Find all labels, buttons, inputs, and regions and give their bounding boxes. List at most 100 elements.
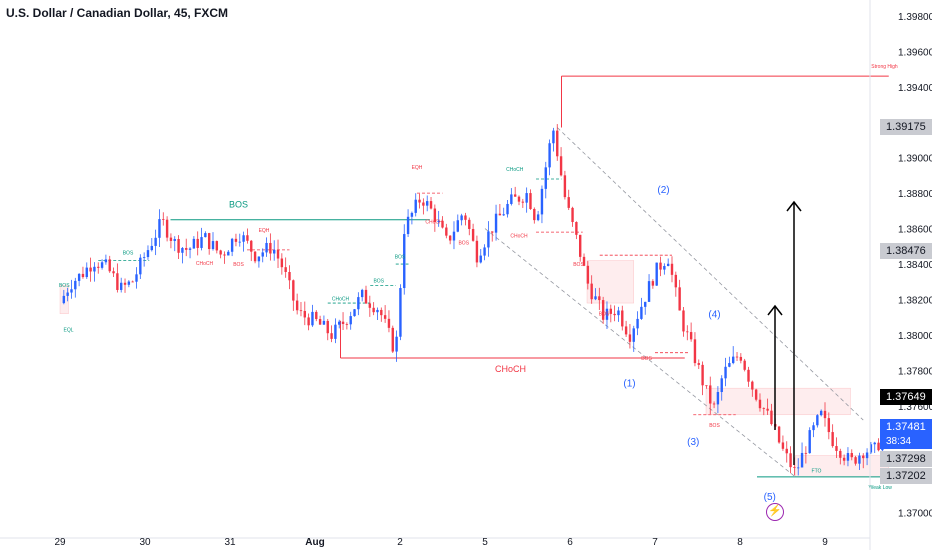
annotations-layer: BOS CHoCH Strong High Weak Low BOS CHoCH BOS EQ… [59, 64, 898, 503]
candle-body [877, 442, 880, 451]
candle-body [315, 311, 318, 320]
candle-body [74, 280, 77, 290]
chart-title: U.S. Dollar / Canadian Dollar, 45, FXCM [6, 6, 229, 20]
candle-body [307, 317, 310, 326]
structure-label: EQH [259, 228, 270, 234]
supply-zone [705, 387, 851, 416]
candle-body [732, 356, 735, 364]
candle-body [624, 326, 628, 335]
candle-body [613, 313, 616, 316]
candle-body [869, 444, 873, 453]
candle-body [192, 238, 196, 249]
candle-body [709, 385, 712, 404]
candle-body [85, 267, 88, 278]
candle-body [345, 324, 349, 325]
candle-body [571, 207, 574, 223]
y-tick-label: 1.38800 [898, 189, 932, 200]
candle-body [127, 281, 131, 285]
candle-body [659, 262, 662, 270]
candle-body [712, 403, 716, 405]
candle-body [670, 263, 674, 275]
candle-body [647, 281, 651, 302]
candle-body [246, 235, 249, 241]
structure-label: EQL [63, 327, 73, 333]
candle-body [318, 319, 322, 325]
candle-body [165, 219, 169, 238]
candle-body [865, 452, 869, 459]
wave-label: (2) [657, 185, 669, 196]
bos-main-label: BOS [229, 200, 248, 210]
candle-body [399, 288, 402, 337]
candle-body [139, 257, 142, 275]
candle-body [567, 197, 570, 208]
channel-upper-line [556, 127, 864, 421]
candle-body [418, 199, 421, 203]
candle-body [368, 303, 372, 308]
candle-body [491, 231, 494, 233]
wave-label: (3) [687, 437, 699, 448]
price-label: 1.37298 [880, 451, 932, 468]
flash-icon[interactable]: ⚡ [766, 503, 784, 521]
candle-body [479, 255, 482, 263]
candle-body [234, 238, 238, 242]
bar-countdown: 38:34 [880, 434, 932, 449]
x-tick-label: 29 [54, 537, 66, 548]
candle-body [452, 231, 456, 241]
candle-body [89, 267, 92, 272]
y-tick-label: 1.38000 [898, 331, 932, 342]
candle-body [475, 240, 479, 263]
candle-body [770, 410, 773, 425]
candle-body [460, 215, 463, 221]
candle-body [445, 227, 448, 236]
target-arrow-long-head [786, 200, 802, 212]
candle-body [292, 280, 295, 301]
candle-body [674, 274, 678, 288]
structure-label: BOS [709, 423, 720, 429]
y-tick-label: 1.39000 [898, 154, 932, 165]
structure-label: CHoCH [332, 296, 350, 302]
structure-label: BOS [395, 255, 406, 261]
candle-body [303, 310, 306, 318]
candle-body [261, 252, 264, 257]
candle-body [123, 282, 127, 285]
candle-body [93, 266, 96, 272]
candle-body [322, 320, 326, 325]
candle-body [720, 378, 723, 393]
candle-body [188, 248, 192, 250]
candle-body [437, 220, 440, 223]
candle-body [521, 201, 525, 203]
candle-body [326, 320, 329, 334]
candle-body [357, 297, 360, 310]
candle-body [158, 219, 161, 238]
channel-lower-line [484, 228, 796, 478]
structure-label: BOS [233, 262, 244, 268]
candle-body [353, 309, 356, 317]
candle-body [185, 247, 188, 250]
x-tick-label: 30 [139, 537, 151, 548]
candle-body [150, 245, 153, 251]
candle-body [873, 442, 876, 445]
candle-body [804, 452, 808, 454]
candle-body [334, 324, 337, 339]
levels-layer [98, 75, 889, 478]
structure-label: BOS [373, 279, 384, 285]
strong-high-label: Strong High [871, 64, 898, 70]
candle-body [644, 301, 647, 307]
structure-label: CHoCH [425, 219, 443, 225]
candle-body [100, 262, 104, 268]
candle-body [582, 256, 586, 266]
candle-body [288, 271, 291, 281]
candle-body [487, 231, 490, 248]
price-label: 1.39175 [880, 118, 932, 135]
candle-body [525, 193, 528, 203]
candle-body [207, 233, 211, 250]
candle-body [77, 273, 81, 281]
wave-label: (5) [764, 492, 776, 503]
candle-body [563, 175, 567, 198]
x-tick-label: 5 [482, 537, 488, 548]
candle-body [640, 306, 643, 319]
candle-body [116, 273, 119, 290]
candle-body [364, 289, 368, 304]
